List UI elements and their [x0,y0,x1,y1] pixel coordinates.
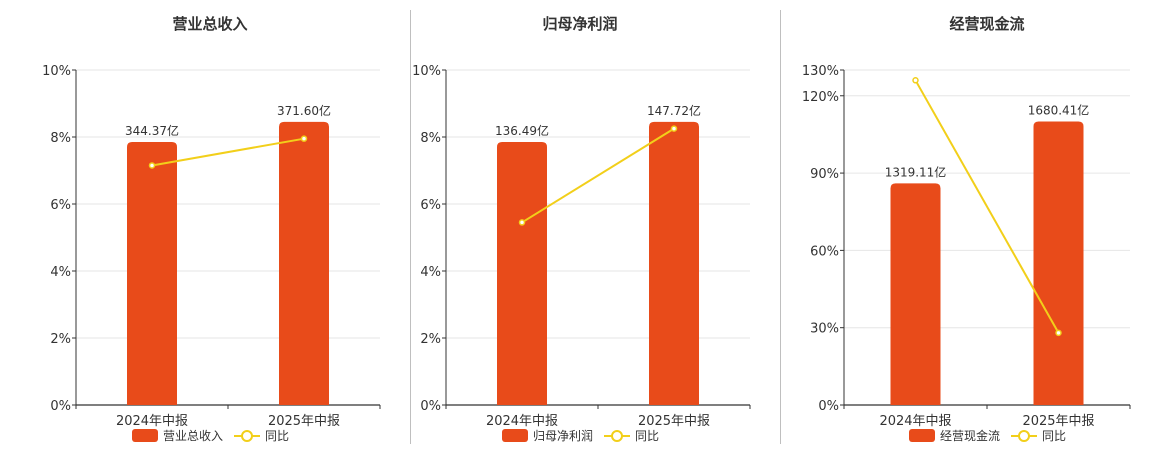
bar-data-label: 344.37亿 [125,123,179,138]
y-tick-label: 0% [818,399,839,414]
x-category-label: 2024年中报 [879,414,951,429]
panel-divider [410,10,411,444]
bar-data-label: 1319.11亿 [885,164,947,179]
y-tick-label: 10% [42,64,71,79]
yoy-line [151,137,305,167]
y-tick-label: 8% [50,131,71,146]
legend-bar-label: 归母净利润 [533,429,593,443]
x-category-label: 2024年中报 [116,414,188,429]
legend-bar-label: 经营现金流 [940,428,1000,443]
y-tick-label: 10% [412,64,441,79]
x-category-label: 2025年中报 [1022,414,1094,429]
bar [1033,121,1084,406]
bar-data-label: 147.72亿 [647,103,701,118]
x-category-label: 2024年中报 [486,414,558,429]
x-category-label: 2025年中报 [268,414,340,429]
legend-line-marker [1018,430,1030,442]
legend-line-label: 同比 [1042,429,1066,443]
y-tick-label: 0% [420,399,441,414]
x-category-label: 2025年中报 [638,414,710,429]
chart-title: 经营现金流 [949,15,1024,33]
y-tick-label: 0% [50,399,71,414]
bar [127,142,177,405]
yoy-point [912,77,919,84]
legend-bar-swatch [909,429,935,442]
yoy-line [521,127,675,224]
bar [497,142,547,405]
y-tick-label: 120% [802,90,839,105]
y-tick-label: 60% [810,244,839,259]
y-tick-label: 90% [810,167,839,182]
y-tick-label: 4% [50,265,71,280]
y-tick-label: 130% [802,64,839,79]
bar [649,121,699,406]
bar-data-label: 136.49亿 [495,123,549,138]
yoy-line [914,79,1060,334]
legend-line-label: 同比 [265,429,289,443]
legend-bar-label: 营业总收入 [163,429,223,443]
panel-divider [780,10,781,444]
legend-line-label: 同比 [635,429,659,443]
yoy-point [670,125,678,132]
yoy-point [518,219,526,226]
bar-data-label: 371.60亿 [277,103,331,118]
legend-bar-swatch [132,429,158,442]
y-tick-label: 2% [420,332,441,347]
yoy-point [300,135,308,142]
y-tick-label: 6% [420,198,441,213]
legend-bar-swatch [502,429,528,442]
yoy-point [1055,329,1062,337]
y-tick-label: 6% [50,198,71,213]
y-tick-label: 2% [50,332,71,347]
legend-line-marker [611,430,623,442]
yoy-point [148,162,156,169]
legend-line-marker [241,430,253,442]
bar-data-label: 1680.41亿 [1028,103,1090,118]
chart-title: 归母净利润 [542,15,617,33]
y-tick-label: 8% [420,131,441,146]
bar [890,183,941,405]
bar [279,121,329,406]
y-tick-label: 30% [810,322,839,337]
y-tick-label: 4% [420,265,441,280]
chart-title: 营业总收入 [172,15,247,33]
